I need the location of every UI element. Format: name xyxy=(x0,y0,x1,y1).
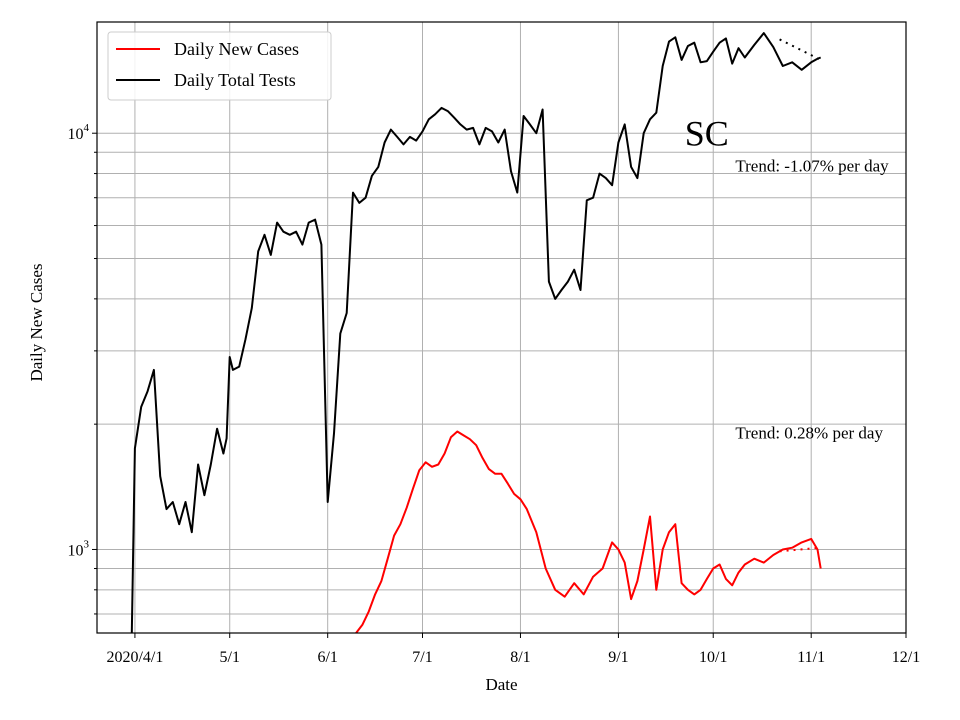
ticks: 2020/4/1 5/1 6/1 7/1 8/1 9/1 10/1 11/1 12/1 103 10… xyxy=(68,122,921,666)
x-tick-label: 8/1 xyxy=(510,649,530,666)
x-tick-label: 6/1 xyxy=(317,649,337,666)
x-tick-label: 10/1 xyxy=(699,649,727,666)
trend-annotation-1: Trend: 0.28% per day xyxy=(735,423,883,442)
x-tick-label: 5/1 xyxy=(220,649,240,666)
y-tick-label: 104 xyxy=(68,122,90,143)
annotations: Trend: -1.07% per day Trend: 0.28% per da… xyxy=(735,156,889,442)
series-line-1 xyxy=(130,32,822,633)
x-tick-label: 11/1 xyxy=(797,649,825,666)
x-tick-label: 9/1 xyxy=(608,649,628,666)
x-tick-label: 7/1 xyxy=(412,649,432,666)
legend-label-0: Daily New Cases xyxy=(174,39,299,59)
y-axis-label: Daily New Cases xyxy=(27,263,46,381)
legend: Daily New Cases Daily Total Tests xyxy=(107,31,332,101)
legend-box xyxy=(107,31,332,101)
trend-line-1 xyxy=(779,38,822,61)
legend-label-1: Daily Total Tests xyxy=(174,70,296,90)
plot-frame xyxy=(96,21,907,634)
y-tick-label: 103 xyxy=(68,538,90,559)
state-label: SC xyxy=(685,113,729,153)
series-layer xyxy=(130,32,822,633)
x-tick-label: 12/1 xyxy=(892,649,920,666)
trend-annotation-0: Trend: -1.07% per day xyxy=(735,156,889,175)
grid xyxy=(97,22,907,633)
x-axis-label: Date xyxy=(485,675,517,694)
x-tick-label: 2020/4/1 xyxy=(106,649,163,666)
series-line-0 xyxy=(355,430,822,633)
